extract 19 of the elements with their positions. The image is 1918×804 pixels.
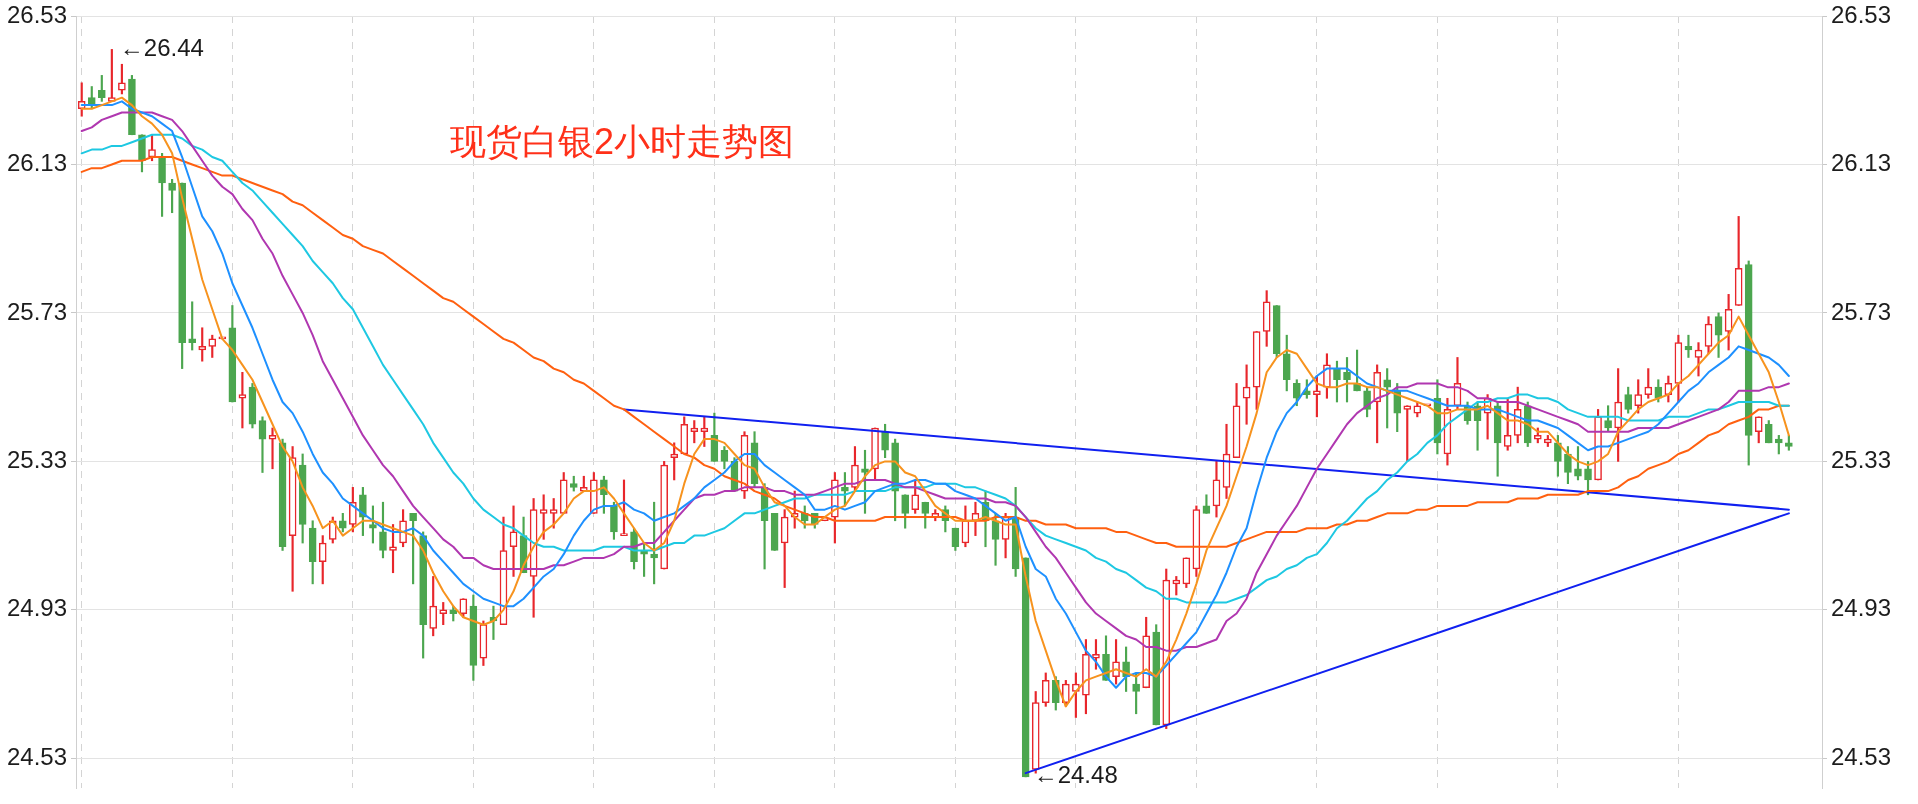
annotation: ←24.48	[1033, 761, 1118, 789]
y2-tick-label: 25.33	[1831, 446, 1892, 474]
text: 现货白银2小时走势图	[450, 120, 795, 164]
y2-tick-label: 26.13	[1831, 149, 1892, 177]
y-tick-label: 25.33	[6, 446, 67, 474]
y-tick-label: 24.53	[6, 742, 67, 770]
y-tick-label: 26.53	[6, 0, 67, 28]
candlestick	[258, 416, 267, 473]
y-tick-label: 25.73	[6, 297, 67, 325]
y2-tick-label: 25.73	[1831, 297, 1892, 325]
candlestick	[509, 505, 518, 577]
y2-tick-label: 24.93	[1831, 594, 1892, 622]
candlestick	[1684, 334, 1693, 358]
y-tick-label: 24.93	[6, 594, 67, 622]
candlestick	[1694, 342, 1703, 377]
y2-tick-label: 24.53	[1831, 742, 1892, 770]
annotation: ←26.44	[119, 34, 204, 62]
y2-tick-label: 26.53	[1831, 0, 1892, 28]
y-tick-label: 26.13	[6, 149, 67, 177]
